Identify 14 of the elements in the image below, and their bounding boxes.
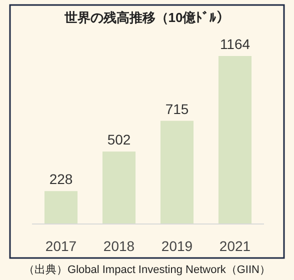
x-tick-label: 2018 xyxy=(103,238,135,254)
bar xyxy=(218,56,252,224)
data-label: 502 xyxy=(107,132,131,148)
bar xyxy=(160,120,194,224)
data-label: 1164 xyxy=(220,36,250,52)
bar xyxy=(44,191,78,224)
bar xyxy=(102,152,136,224)
x-tick-label: 2017 xyxy=(45,238,77,254)
x-tick-label: 2021 xyxy=(219,238,251,254)
text: （出典）Global Impact Investing Network（GIIN） xyxy=(24,263,270,276)
data-label: 715 xyxy=(165,100,189,117)
x-tick-label: 2019 xyxy=(161,238,193,254)
chart-title: 世界の残高推移（10億ﾄﾞﾙ） xyxy=(63,10,230,25)
data-label: 228 xyxy=(49,171,73,188)
